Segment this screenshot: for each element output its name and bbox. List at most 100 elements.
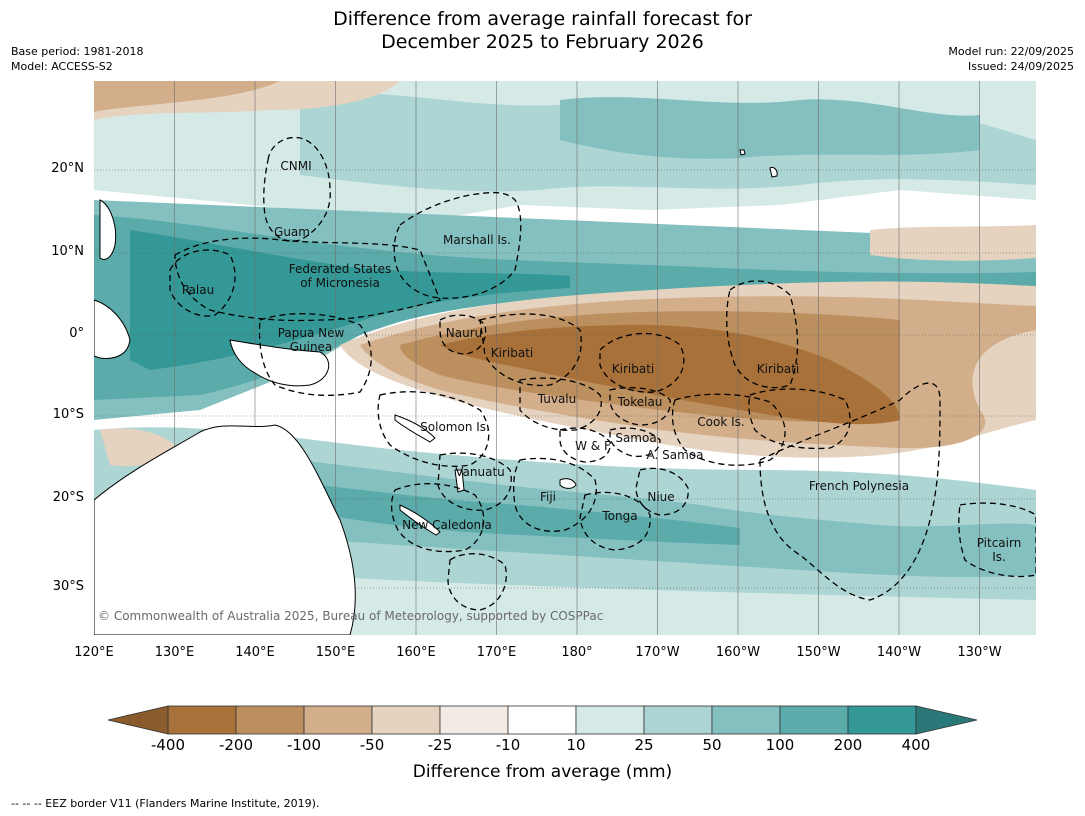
eez-borders (169, 136, 1036, 611)
region-label-line: Kiribati (611, 362, 655, 376)
meta-left: Base period: 1981-2018 Model: ACCESS-S2 (11, 44, 143, 74)
longitude-label: 130°E (154, 645, 195, 660)
coastlines (94, 149, 778, 635)
region-label: A. Samoa (647, 448, 704, 462)
hawaii-coast-1 (739, 149, 746, 156)
eez-marshall (393, 191, 522, 299)
region-label: French Polynesia (809, 479, 909, 493)
region-label-line: Nauru (445, 326, 483, 340)
eez-kiribati-west (479, 313, 582, 387)
region-label-line: Kiribati (490, 346, 534, 360)
eez-samoa (609, 427, 661, 458)
fiji-coast (559, 478, 577, 489)
field-north-band (560, 97, 980, 159)
dry-northeast (870, 225, 1036, 261)
region-label: Pitcairn Is. (977, 536, 1022, 564)
region-label-line: W & F (575, 439, 611, 453)
dry-northwest (94, 81, 280, 112)
region-label: Federated States of Micronesia (289, 262, 391, 290)
colorbar-swatch (507, 705, 577, 735)
eez-norfolk (447, 553, 507, 611)
colorbar-tick-label: 25 (634, 736, 654, 754)
region-label-line: Guam (274, 225, 310, 239)
colorbar-swatch (779, 705, 849, 735)
hawaii-coast-2 (769, 167, 778, 178)
eez-french-polynesia (759, 382, 941, 601)
eez-cook (671, 393, 786, 466)
colorbar-swatch (575, 705, 645, 735)
longitude-gridlines (174, 81, 980, 635)
eez-nauru (439, 314, 487, 355)
region-label-line: Solomon Is. (420, 420, 490, 434)
eez-kiribati-east (726, 280, 799, 389)
region-label: Papua New Guinea (278, 326, 345, 354)
longitude-label: 130°W (957, 645, 1002, 660)
title-line-1: Difference from average rainfall forecas… (333, 8, 752, 30)
colorbar-tick-label: -10 (495, 736, 521, 754)
colorbar-tick-label: -400 (150, 736, 186, 754)
longitude-label: 180° (561, 645, 593, 660)
latitude-label: 20°N (51, 161, 84, 176)
eez-cook-south (748, 388, 851, 450)
colorbar-tick-label: 200 (833, 736, 863, 754)
solomon-coast (394, 414, 436, 443)
latitude-label: 10°N (51, 244, 84, 259)
eez-tonga (579, 491, 651, 551)
colorbar-tick-label: -50 (359, 736, 385, 754)
region-label: Fiji (540, 490, 556, 504)
region-label-line: of Micronesia (300, 276, 380, 290)
eez-palau (169, 249, 236, 317)
region-label-line: Niue (647, 490, 675, 504)
indonesia-coast (94, 299, 131, 359)
longitude-label: 150°E (315, 645, 356, 660)
region-label-line: Vanuatu (455, 465, 505, 479)
latitude-label: 30°S (52, 579, 84, 594)
region-label-line: CNMI (280, 159, 312, 173)
map-title: Difference from average rainfall forecas… (0, 8, 1085, 54)
colorbar-swatch (235, 705, 305, 735)
colorbar-tick-label: 10 (566, 736, 586, 754)
eez-pitcairn (958, 502, 1036, 578)
region-label: Tuvalu (538, 392, 577, 406)
copyright-notice: © Commonwealth of Australia 2025, Bureau… (98, 609, 604, 623)
latitude-label: 20°S (52, 490, 84, 505)
region-label-line: Tonga (602, 509, 638, 523)
eez-wf (559, 427, 611, 463)
eez-footnote: -- -- -- EEZ border V11 (Flanders Marine… (11, 797, 320, 810)
colorbar-tick-label: -200 (218, 736, 254, 754)
region-label-line: A. Samoa (646, 448, 704, 462)
eez-tokelau (609, 387, 671, 426)
eez-tuvalu (519, 377, 602, 431)
longitude-label: 140°W (876, 645, 922, 660)
rainfall-map (94, 81, 1036, 635)
region-label-line: Kiribati (756, 362, 800, 376)
longitude-label: 150°W (796, 645, 841, 660)
colorbar-swatches (167, 705, 917, 735)
region-label-line: French Polynesia (808, 479, 910, 493)
region-label: Nauru (446, 326, 482, 340)
latitude-label: 10°S (52, 407, 84, 422)
colorbar-swatch (371, 705, 441, 735)
region-label: Tokelau (618, 395, 663, 409)
longitude-label: 170°W (635, 645, 680, 660)
base-period: Base period: 1981-2018 (11, 45, 144, 58)
eez-png (258, 313, 372, 396)
colorbar-swatch (439, 705, 509, 735)
region-label-line: Papua New (277, 326, 345, 340)
philippines-coast (99, 199, 117, 260)
region-label-line: New Caledonia (402, 518, 492, 532)
colorbar-low-extend (107, 705, 169, 735)
colorbar-swatch (167, 705, 237, 735)
colorbar-tick-label: -100 (286, 736, 322, 754)
field-itcz-max (130, 230, 570, 370)
dry-band-core (440, 325, 900, 425)
longitude-label: 160°E (396, 645, 436, 660)
colorbar-swatch (303, 705, 373, 735)
eez-kiribati-central (599, 332, 685, 393)
colorbar-swatch (711, 705, 781, 735)
region-label-line: Pitcairn (976, 536, 1022, 550)
issued-date: Issued: 24/09/2025 (967, 60, 1074, 73)
region-label: W & F (575, 439, 611, 453)
colorbar-swatch (847, 705, 917, 735)
model-name: Model: ACCESS-S2 (11, 60, 113, 73)
